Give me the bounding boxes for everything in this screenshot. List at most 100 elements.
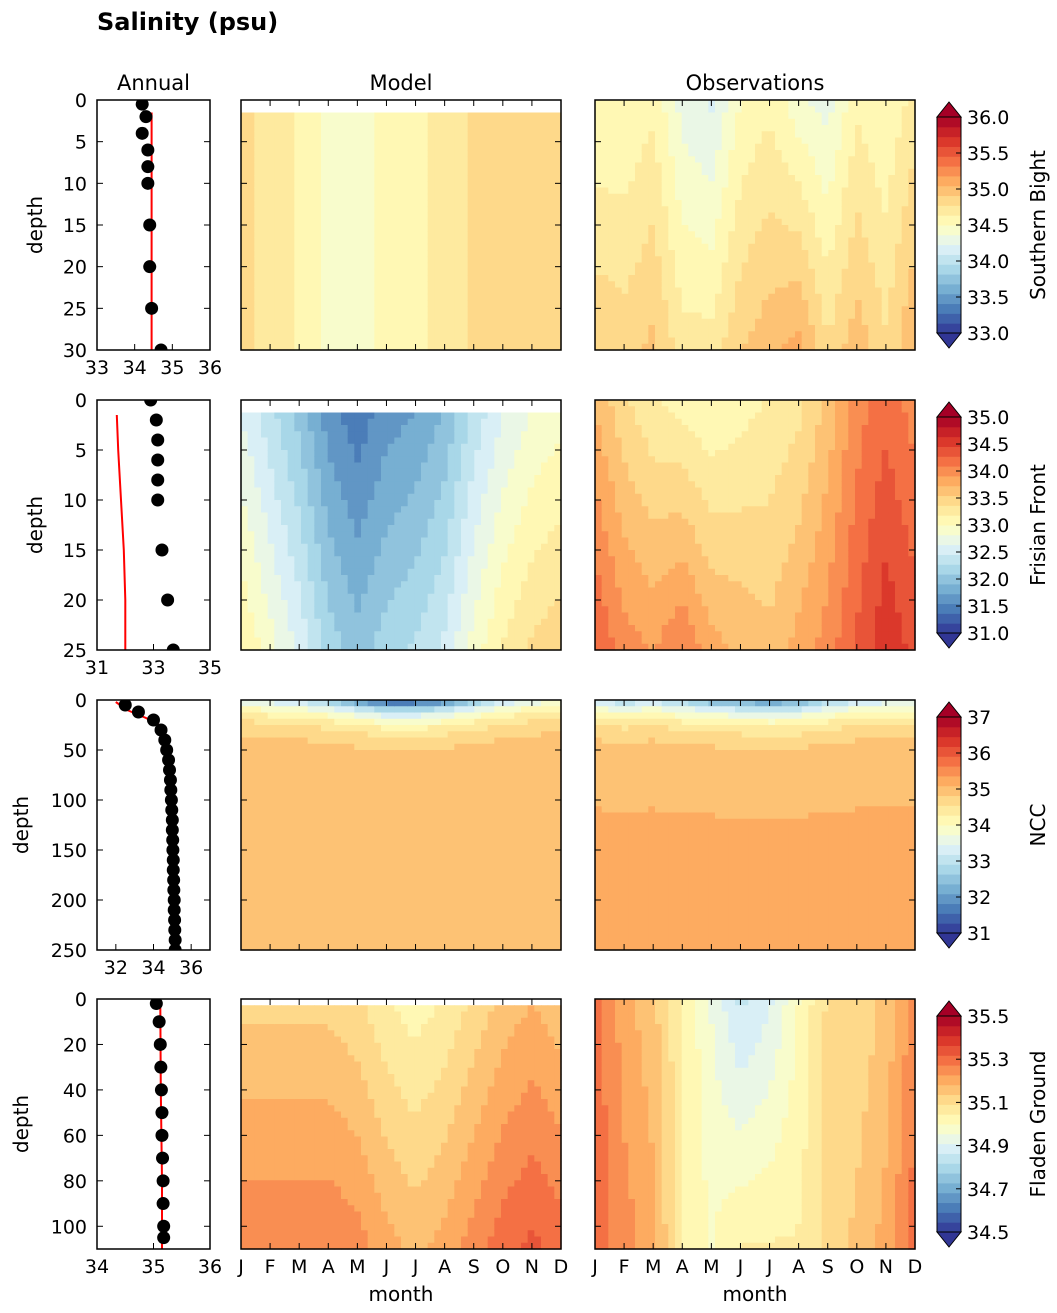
contour-cell [374, 537, 382, 545]
contour-cell [287, 156, 295, 164]
contour-cell [301, 643, 309, 651]
contour-cell [848, 100, 856, 107]
contour-cell [307, 487, 315, 495]
contour-cell [801, 306, 809, 314]
contour-cell [294, 287, 302, 295]
contour-cell [547, 212, 555, 220]
contour-cell [735, 200, 743, 207]
contour-cell [381, 481, 389, 489]
contour-cell [755, 306, 763, 314]
contour-cell [261, 225, 269, 232]
contour-cell [367, 162, 375, 170]
contour-cell [474, 337, 482, 345]
contour-cell [474, 343, 482, 351]
contour-cell [374, 593, 382, 601]
contour-cell [387, 312, 395, 320]
contour-cell [501, 125, 509, 132]
contour-cell [861, 262, 869, 270]
contour-cell [247, 231, 255, 239]
contour-cell [881, 243, 889, 251]
contour-cell [274, 468, 282, 476]
contour-cell [261, 125, 269, 132]
contour-cell [681, 168, 689, 176]
contour-cell [895, 100, 903, 107]
contour-cell [314, 493, 322, 501]
contour-cell [414, 506, 422, 514]
contour-cell [775, 206, 783, 214]
contour-cell [281, 337, 289, 345]
contour-cell [261, 162, 269, 170]
contour-cell [254, 243, 262, 251]
contour-cell [387, 418, 395, 426]
contour-cell [881, 143, 889, 151]
contour-cell [855, 256, 863, 264]
contour-cell [668, 156, 676, 164]
contour-cell [387, 162, 395, 170]
contour-cell [695, 268, 703, 276]
contour-cell [327, 475, 335, 482]
contour-cell [815, 162, 823, 170]
contour-cell [768, 200, 776, 207]
contour-cell [267, 187, 275, 195]
contour-cell [367, 150, 375, 157]
contour-cell [374, 456, 382, 464]
contour-cell [327, 562, 335, 570]
contour-cell [801, 106, 809, 114]
contour-cell [635, 293, 643, 301]
contour-cell [394, 456, 402, 464]
contour-cell [661, 187, 669, 195]
contour-cell [768, 100, 776, 107]
contour-cell [454, 206, 462, 214]
contour-cell [635, 325, 643, 332]
contour-cell [267, 193, 275, 201]
contour-cell [281, 231, 289, 239]
contour-cell [875, 337, 883, 345]
contour-cell [768, 300, 776, 307]
contour-cell [374, 493, 382, 501]
contour-cell [314, 568, 322, 576]
contour-cell [748, 231, 756, 239]
contour-cell [321, 343, 329, 351]
contour-cell [735, 237, 743, 245]
contour-cell [641, 318, 649, 326]
contour-cell [347, 162, 355, 170]
contour-cell [241, 581, 249, 589]
contour-cell [554, 343, 562, 351]
contour-cell [648, 118, 656, 126]
contour-cell [261, 175, 269, 182]
contour-cell [795, 137, 803, 145]
observed-point [139, 110, 153, 124]
contour-cell [434, 275, 442, 282]
contour-cell [507, 156, 515, 164]
contour-cell [387, 256, 395, 264]
contour-cell [841, 318, 849, 326]
contour-cell [254, 118, 262, 126]
contour-cell [394, 450, 402, 457]
contour-cell [281, 600, 289, 607]
contour-cell [394, 575, 402, 582]
contour-cell [374, 500, 382, 507]
contour-cell [287, 443, 295, 451]
contour-cell [341, 162, 349, 170]
contour-cell [247, 637, 255, 645]
contour-cell [414, 537, 422, 545]
contour-cell [808, 331, 816, 339]
contour-cell [374, 337, 382, 345]
contour-cell [841, 168, 849, 176]
contour-cell [501, 318, 509, 326]
contour-cell [554, 200, 562, 207]
contour-cell [875, 143, 883, 151]
contour-cell [361, 556, 369, 564]
contour-cell [748, 200, 756, 207]
contour-cell [688, 106, 696, 114]
contour-cell [595, 162, 603, 170]
contour-cell [354, 268, 362, 276]
contour-cell [267, 162, 275, 170]
contour-cell [601, 343, 609, 351]
contour-cell [321, 437, 329, 445]
contour-cell [434, 293, 442, 301]
contour-cell [394, 218, 402, 226]
contour-cell [728, 325, 736, 332]
contour-cell [407, 212, 415, 220]
contour-cell [354, 500, 362, 507]
